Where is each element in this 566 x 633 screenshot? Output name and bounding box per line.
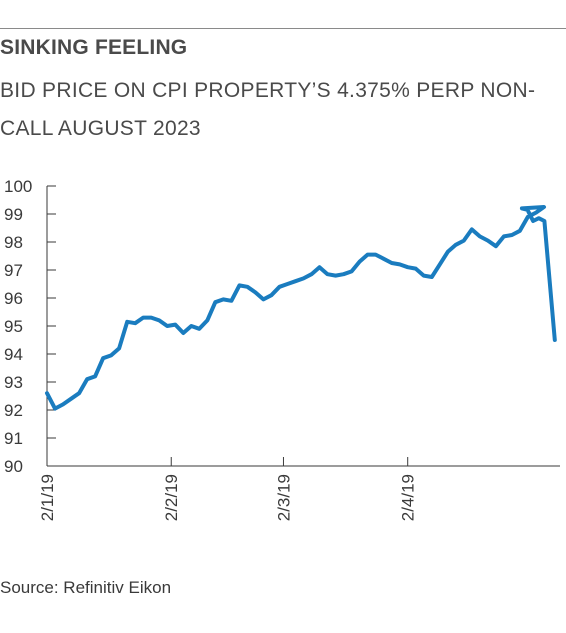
chart-title: SINKING FEELING [0,36,188,59]
y-tick-label: 97 [4,261,23,280]
y-tick-label: 100 [4,177,32,196]
y-tick-label: 98 [4,233,23,252]
x-tick-label: 2/3/19 [274,474,293,521]
y-tick-label: 96 [4,289,23,308]
chart-subtitle: BID PRICE ON CPI PROPERTY’S 4.375% PERP … [0,79,536,140]
x-tick-label: 2/2/19 [162,474,181,521]
y-tick-label: 91 [4,429,23,448]
y-tick-label: 93 [4,373,23,392]
bid-price-line [45,205,557,411]
y-axis-ticks: 90 91 92 93 94 95 96 97 98 99 100 [4,177,56,476]
x-axis-ticks: 2/1/19 2/2/19 2/3/19 2/4/19 [38,457,418,521]
y-tick-label: 92 [4,401,23,420]
y-tick-label: 99 [4,205,23,224]
y-tick-label: 95 [4,317,23,336]
series-line-group [45,205,557,411]
y-tick-label: 90 [4,457,23,476]
top-rule [0,28,566,29]
y-tick-label: 94 [4,345,23,364]
x-tick-label: 2/4/19 [399,474,418,521]
x-tick-label: 2/1/19 [38,474,57,521]
source-note: Source: Refinitiv Eikon [0,578,172,597]
